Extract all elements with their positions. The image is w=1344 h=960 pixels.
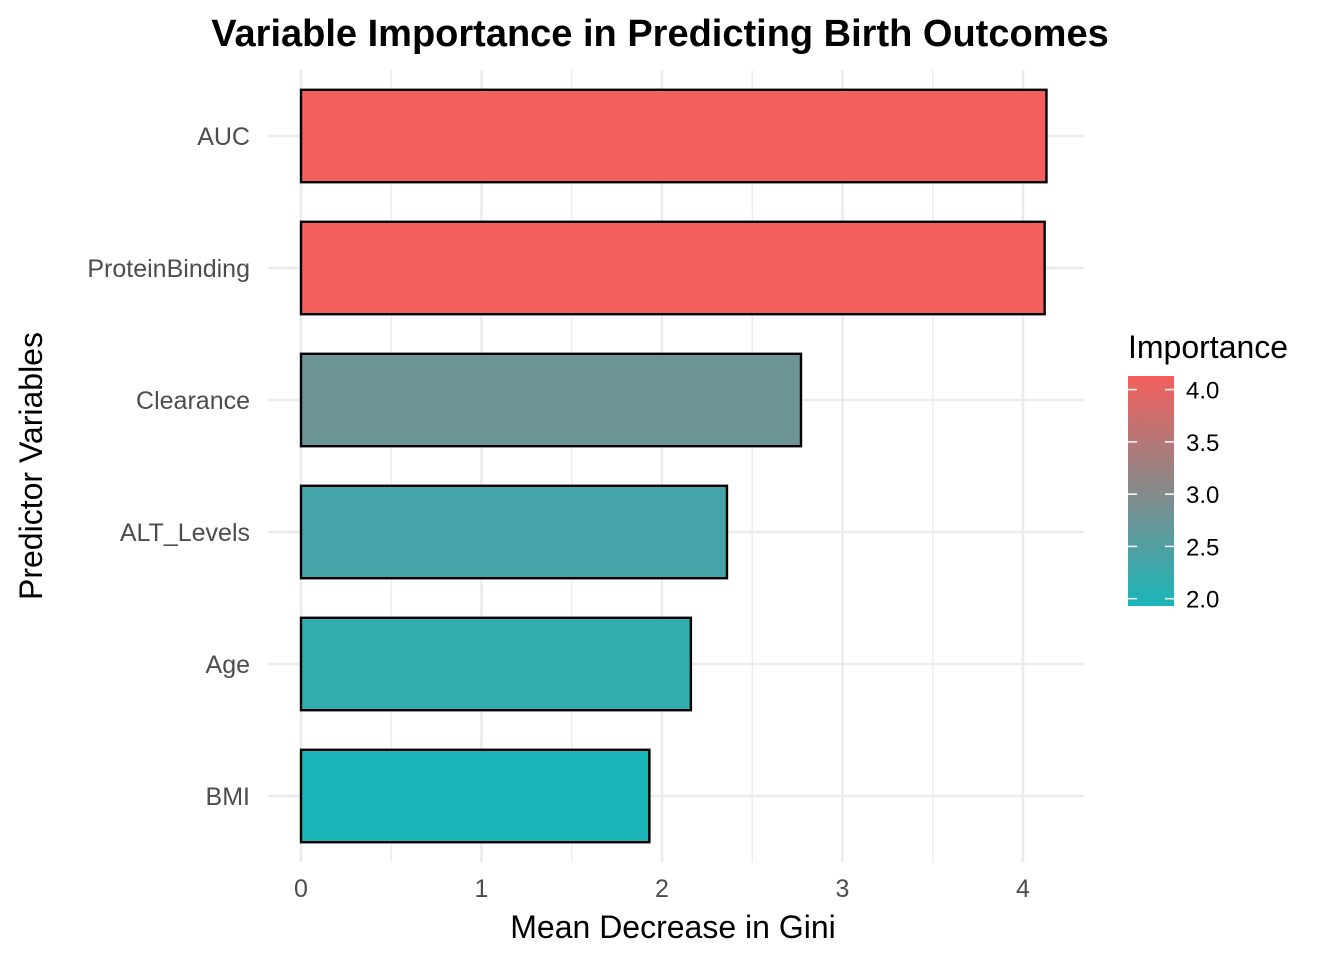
- bar-proteinbinding: [299, 220, 1046, 316]
- x-tick-label: 3: [836, 875, 850, 903]
- y-tick-label: AUC: [197, 123, 250, 151]
- colorbar-tick-label: 2.5: [1186, 534, 1219, 561]
- grid: [268, 70, 1084, 862]
- x-tick-label: 1: [475, 875, 489, 903]
- bar-bmi: [299, 748, 651, 844]
- x-tick-label: 0: [294, 875, 308, 903]
- colorbar-tick-label: 4.0: [1186, 378, 1219, 405]
- x-axis-tick-labels: 0 1 2 3 4: [294, 875, 1030, 903]
- bar-alt_levels: [299, 484, 729, 580]
- colorbar: [1128, 376, 1174, 606]
- bar-age: [299, 616, 693, 712]
- legend: Importance 2.0 2.5 3.0 3.5 4.0: [1128, 329, 1288, 614]
- chart-title: Variable Importance in Predicting Birth …: [211, 13, 1108, 55]
- colorbar-tick-label: 2.0: [1186, 587, 1219, 614]
- y-tick-label: ProteinBinding: [87, 255, 250, 283]
- y-axis-tick-labels: AUC ProteinBinding Clearance ALT_Levels Age B…: [87, 123, 250, 811]
- y-axis-title: Predictor Variables: [13, 332, 49, 600]
- bars: [299, 88, 1048, 844]
- colorbar-tick-label: 3.5: [1186, 430, 1219, 457]
- colorbar-tick-label: 3.0: [1186, 482, 1219, 509]
- y-tick-label: ALT_Levels: [120, 519, 250, 547]
- y-tick-label: Clearance: [136, 387, 250, 415]
- y-tick-label: Age: [206, 651, 250, 679]
- y-tick-label: BMI: [206, 783, 250, 811]
- bar-auc: [299, 88, 1048, 184]
- x-tick-label: 4: [1016, 875, 1030, 903]
- legend-title: Importance: [1128, 329, 1288, 365]
- bar-clearance: [299, 352, 803, 448]
- x-axis-title: Mean Decrease in Gini: [510, 909, 835, 945]
- colorbar-ticks: 2.0 2.5 3.0 3.5 4.0: [1128, 378, 1219, 614]
- x-tick-label: 2: [655, 875, 669, 903]
